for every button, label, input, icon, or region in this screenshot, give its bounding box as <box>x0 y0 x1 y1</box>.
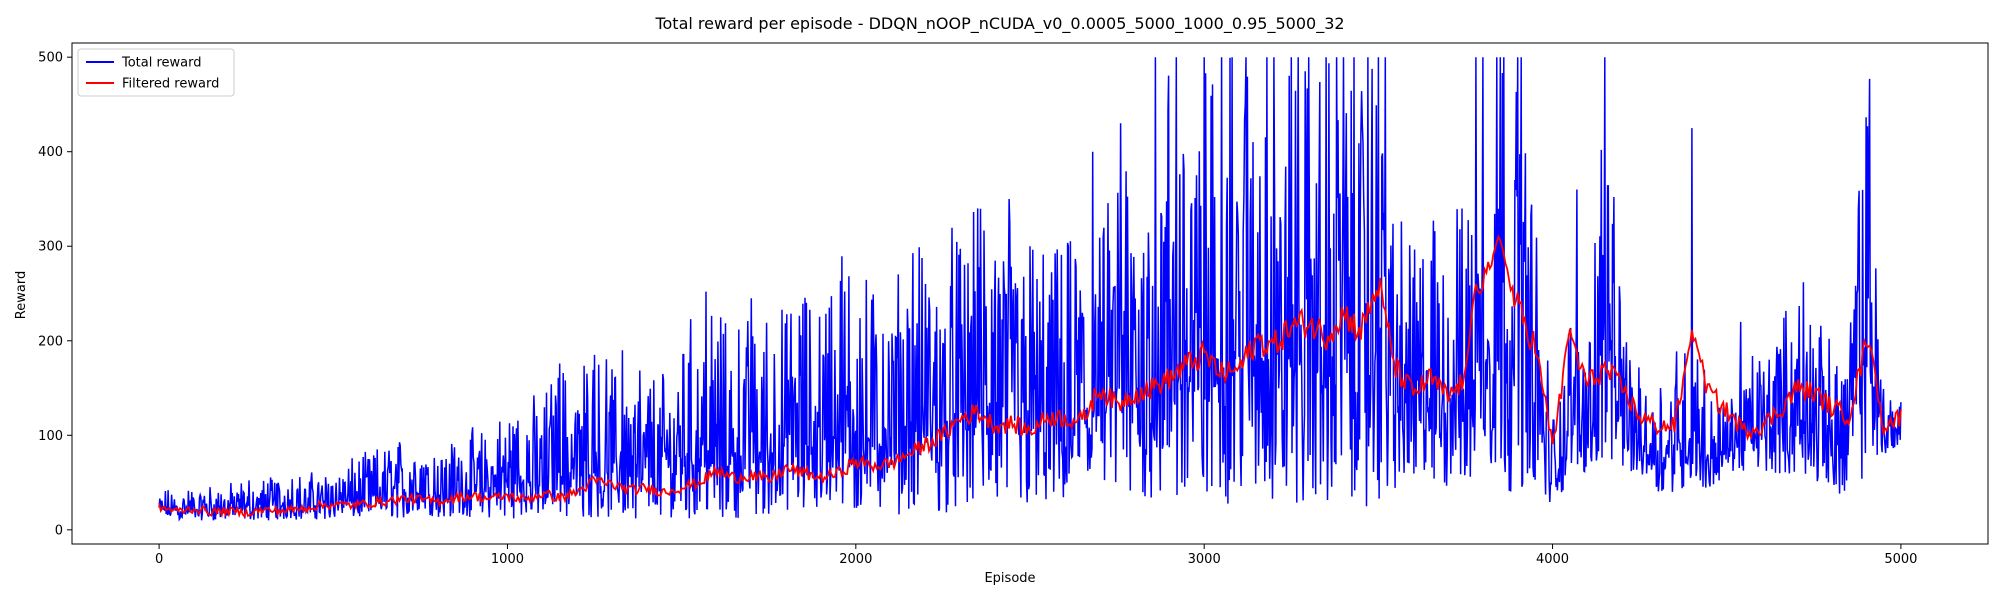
plot-frame <box>71 42 1989 545</box>
series-group <box>158 57 1902 522</box>
series-total-reward-line <box>158 57 1902 522</box>
y-tick-label: 400 <box>38 145 63 160</box>
legend-label: Filtered reward <box>122 77 219 92</box>
y-tick-label: 500 <box>38 51 63 66</box>
legend-box <box>77 48 235 97</box>
legend-label: Total reward <box>121 56 202 71</box>
series-filtered-reward-line <box>158 234 1902 519</box>
chart-title: Total reward per episode - DDQN_nOOP_nCU… <box>654 14 1344 34</box>
y-axis: 0 100 200 300 400 500 <box>38 51 72 538</box>
x-tick-label: 5000 <box>1884 552 1917 567</box>
y-tick-label: 200 <box>38 334 63 349</box>
x-tick-label: 3000 <box>1188 552 1221 567</box>
y-axis-label: Reward <box>14 271 29 319</box>
legend: Total reward Filtered reward <box>77 48 235 97</box>
plot-area <box>71 42 1989 545</box>
y-tick-label: 100 <box>38 429 63 444</box>
x-axis-label: Episode <box>984 571 1035 586</box>
x-tick-label: 2000 <box>839 552 872 567</box>
x-tick-label: 1000 <box>491 552 524 567</box>
x-tick-label: 4000 <box>1536 552 1569 567</box>
x-tick-label: 0 <box>155 552 163 567</box>
y-tick-label: 0 <box>55 523 63 538</box>
x-axis: 0 1000 2000 3000 4000 5000 <box>155 544 1917 567</box>
y-tick-label: 300 <box>38 240 63 255</box>
